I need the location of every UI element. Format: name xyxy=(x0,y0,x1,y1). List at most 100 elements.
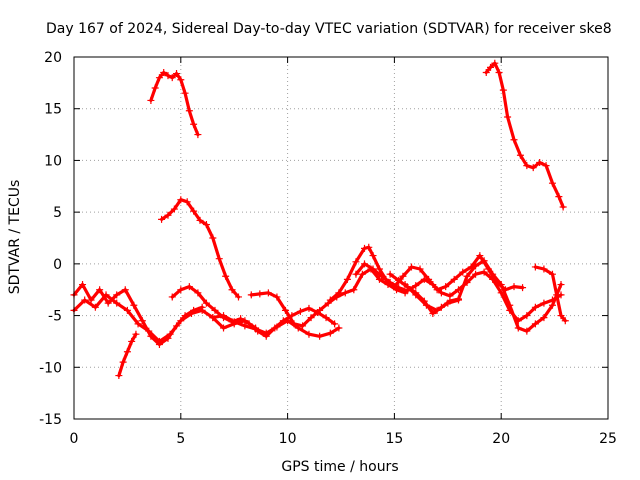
data-point xyxy=(262,329,270,337)
data-point xyxy=(335,289,343,297)
data-point xyxy=(416,265,424,273)
data-point xyxy=(444,299,452,307)
data-point xyxy=(454,296,462,304)
data-point xyxy=(211,306,219,314)
data-point xyxy=(523,162,531,170)
data-point xyxy=(450,275,458,283)
data-point xyxy=(273,293,281,301)
data-point xyxy=(401,281,409,289)
data-point xyxy=(296,307,304,315)
data-point xyxy=(215,255,223,263)
data-point xyxy=(386,278,394,286)
plot-area-border xyxy=(73,56,609,420)
data-point xyxy=(81,296,89,304)
data-point xyxy=(228,286,236,294)
data-point xyxy=(147,96,155,104)
y-tick-label: -10 xyxy=(39,360,62,376)
data-point xyxy=(190,207,198,215)
data-point xyxy=(510,283,518,291)
data-point xyxy=(422,301,430,309)
data-point xyxy=(531,303,539,311)
data-point xyxy=(264,289,272,297)
data-point xyxy=(202,299,210,307)
data-point xyxy=(284,317,292,325)
data-point xyxy=(437,289,445,297)
data-point xyxy=(540,299,548,307)
data-point xyxy=(472,262,480,270)
data-point xyxy=(164,211,172,219)
data-point xyxy=(352,258,360,266)
data-point xyxy=(399,272,407,280)
data-point xyxy=(553,291,561,299)
data-point xyxy=(360,244,368,252)
x-axis-label: GPS time / hours xyxy=(281,459,398,475)
data-point xyxy=(113,299,121,307)
data-point xyxy=(358,270,366,278)
data-point xyxy=(130,301,138,309)
data-point xyxy=(369,265,377,273)
data-point xyxy=(281,306,289,314)
series-arc-high-early xyxy=(147,69,202,139)
y-tick-label: 5 xyxy=(53,205,62,221)
data-point xyxy=(463,272,471,280)
grid-lines xyxy=(74,57,608,419)
data-point xyxy=(252,325,260,333)
y-axis-label: SDTVAR / TECUs xyxy=(7,180,23,295)
data-point xyxy=(316,332,324,340)
data-point xyxy=(234,293,242,301)
series-arc-b xyxy=(70,291,260,345)
data-point xyxy=(158,215,166,223)
data-point xyxy=(91,303,99,311)
data-point xyxy=(209,234,217,242)
data-point xyxy=(307,314,315,322)
data-point xyxy=(442,283,450,291)
x-tick-label: 25 xyxy=(599,431,617,447)
data-point xyxy=(495,69,503,77)
data-point xyxy=(170,205,178,213)
data-point xyxy=(531,263,539,271)
data-point xyxy=(202,221,210,229)
data-point xyxy=(395,276,403,284)
data-point xyxy=(476,252,484,260)
data-point xyxy=(132,330,140,338)
x-tick-label: 0 xyxy=(70,431,79,447)
data-point xyxy=(138,317,146,325)
data-point xyxy=(151,84,159,92)
data-point xyxy=(429,310,437,318)
data-point xyxy=(230,318,238,326)
data-point xyxy=(187,310,195,318)
data-point xyxy=(420,275,428,283)
data-point xyxy=(352,270,360,278)
x-tick-label: 5 xyxy=(176,431,185,447)
data-point xyxy=(220,324,228,332)
data-point xyxy=(489,270,497,278)
y-tick-label: -5 xyxy=(48,309,62,325)
data-point xyxy=(134,320,142,328)
series-trace xyxy=(149,70,200,137)
data-point xyxy=(540,265,548,273)
data-point xyxy=(155,337,163,345)
data-point xyxy=(557,312,565,320)
data-point xyxy=(561,317,569,325)
data-point xyxy=(548,270,556,278)
data-point xyxy=(121,286,129,294)
data-point xyxy=(290,320,298,328)
data-point xyxy=(429,281,437,289)
data-point xyxy=(119,358,127,366)
data-point xyxy=(177,76,185,84)
data-point xyxy=(523,312,531,320)
data-point xyxy=(335,324,343,332)
data-point xyxy=(237,315,245,323)
data-point xyxy=(96,286,104,294)
data-point xyxy=(196,216,204,224)
data-point xyxy=(185,283,193,291)
series-arc-d xyxy=(209,312,343,340)
data-point xyxy=(375,265,383,273)
data-point xyxy=(155,74,163,82)
data-point xyxy=(305,330,313,338)
data-point xyxy=(516,151,524,159)
x-tick-label: 15 xyxy=(385,431,403,447)
data-point xyxy=(559,203,567,211)
data-point xyxy=(326,329,334,337)
